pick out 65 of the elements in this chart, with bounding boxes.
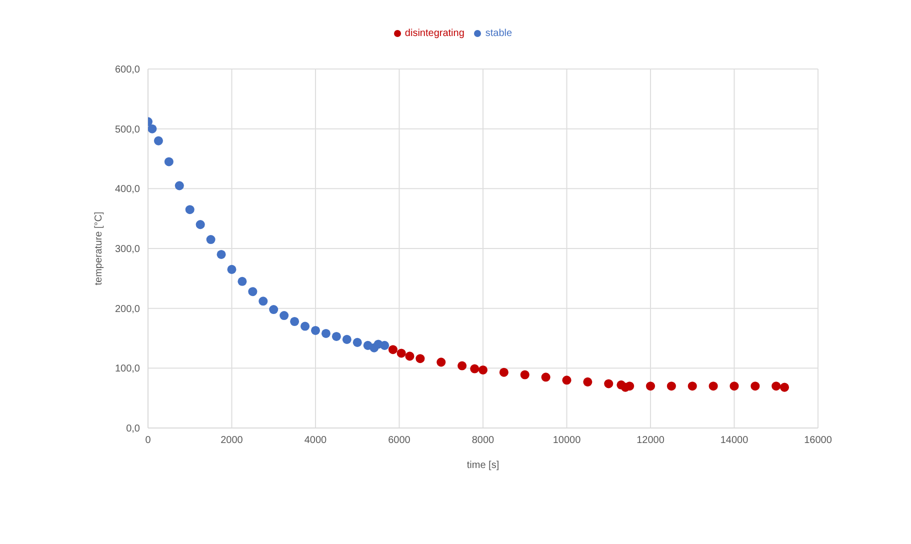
point <box>625 382 634 391</box>
y-tick-label: 500,0 <box>114 124 140 136</box>
legend-label: disintegrating <box>404 28 464 39</box>
point <box>380 340 390 350</box>
point <box>227 264 236 274</box>
point <box>332 332 341 341</box>
point <box>206 235 216 244</box>
x-tick-label: 4000 <box>304 435 328 446</box>
point <box>388 345 398 354</box>
point <box>541 372 550 382</box>
x-tick-label: 14000 <box>720 435 749 446</box>
point <box>470 364 480 374</box>
point <box>269 305 278 314</box>
y-tick-label: 200,0 <box>114 304 140 315</box>
x-tick-label: 16000 <box>804 435 832 446</box>
point <box>750 382 760 391</box>
point <box>583 377 592 386</box>
point <box>772 382 781 391</box>
x-tick-label: 10000 <box>552 435 582 446</box>
y-tick-label: 0,0 <box>126 424 140 435</box>
y-tick-label: 600,0 <box>114 64 140 76</box>
y-tick-label: 100,0 <box>114 364 140 375</box>
x-tick-label: 6000 <box>388 435 411 446</box>
point <box>148 124 157 134</box>
point <box>499 368 508 377</box>
x-axis-title: time [s] <box>466 460 500 471</box>
point <box>310 326 320 335</box>
point <box>478 365 488 374</box>
point <box>562 376 572 385</box>
point <box>436 358 446 367</box>
point <box>216 250 226 259</box>
point <box>248 287 258 296</box>
point <box>238 276 247 286</box>
point <box>688 382 697 391</box>
x-tick-label: 8000 <box>472 435 495 446</box>
point <box>405 352 414 361</box>
y-tick-label: 400,0 <box>114 184 140 196</box>
point <box>154 136 163 146</box>
point <box>708 382 718 391</box>
point <box>174 181 184 190</box>
x-tick-label: 12000 <box>636 435 665 446</box>
point <box>780 382 790 392</box>
point <box>458 361 467 370</box>
y-tick-label: 300,0 <box>114 244 140 256</box>
point <box>396 348 406 358</box>
point <box>321 328 330 338</box>
point <box>185 205 194 214</box>
point <box>352 338 362 347</box>
point <box>300 322 310 331</box>
point <box>342 334 352 344</box>
x-tick-label: 0 <box>145 435 152 446</box>
point <box>604 379 614 388</box>
point <box>730 382 739 391</box>
legend-label: stable <box>485 28 512 39</box>
point <box>416 354 425 364</box>
point <box>646 382 656 391</box>
x-tick-label: 2000 <box>220 435 244 446</box>
point <box>164 157 174 166</box>
point <box>196 220 205 230</box>
point <box>666 382 676 391</box>
point <box>290 316 300 326</box>
y-axis-title: temperature [°C] <box>94 212 105 286</box>
point <box>258 296 268 306</box>
point <box>280 311 289 320</box>
point <box>520 370 530 380</box>
